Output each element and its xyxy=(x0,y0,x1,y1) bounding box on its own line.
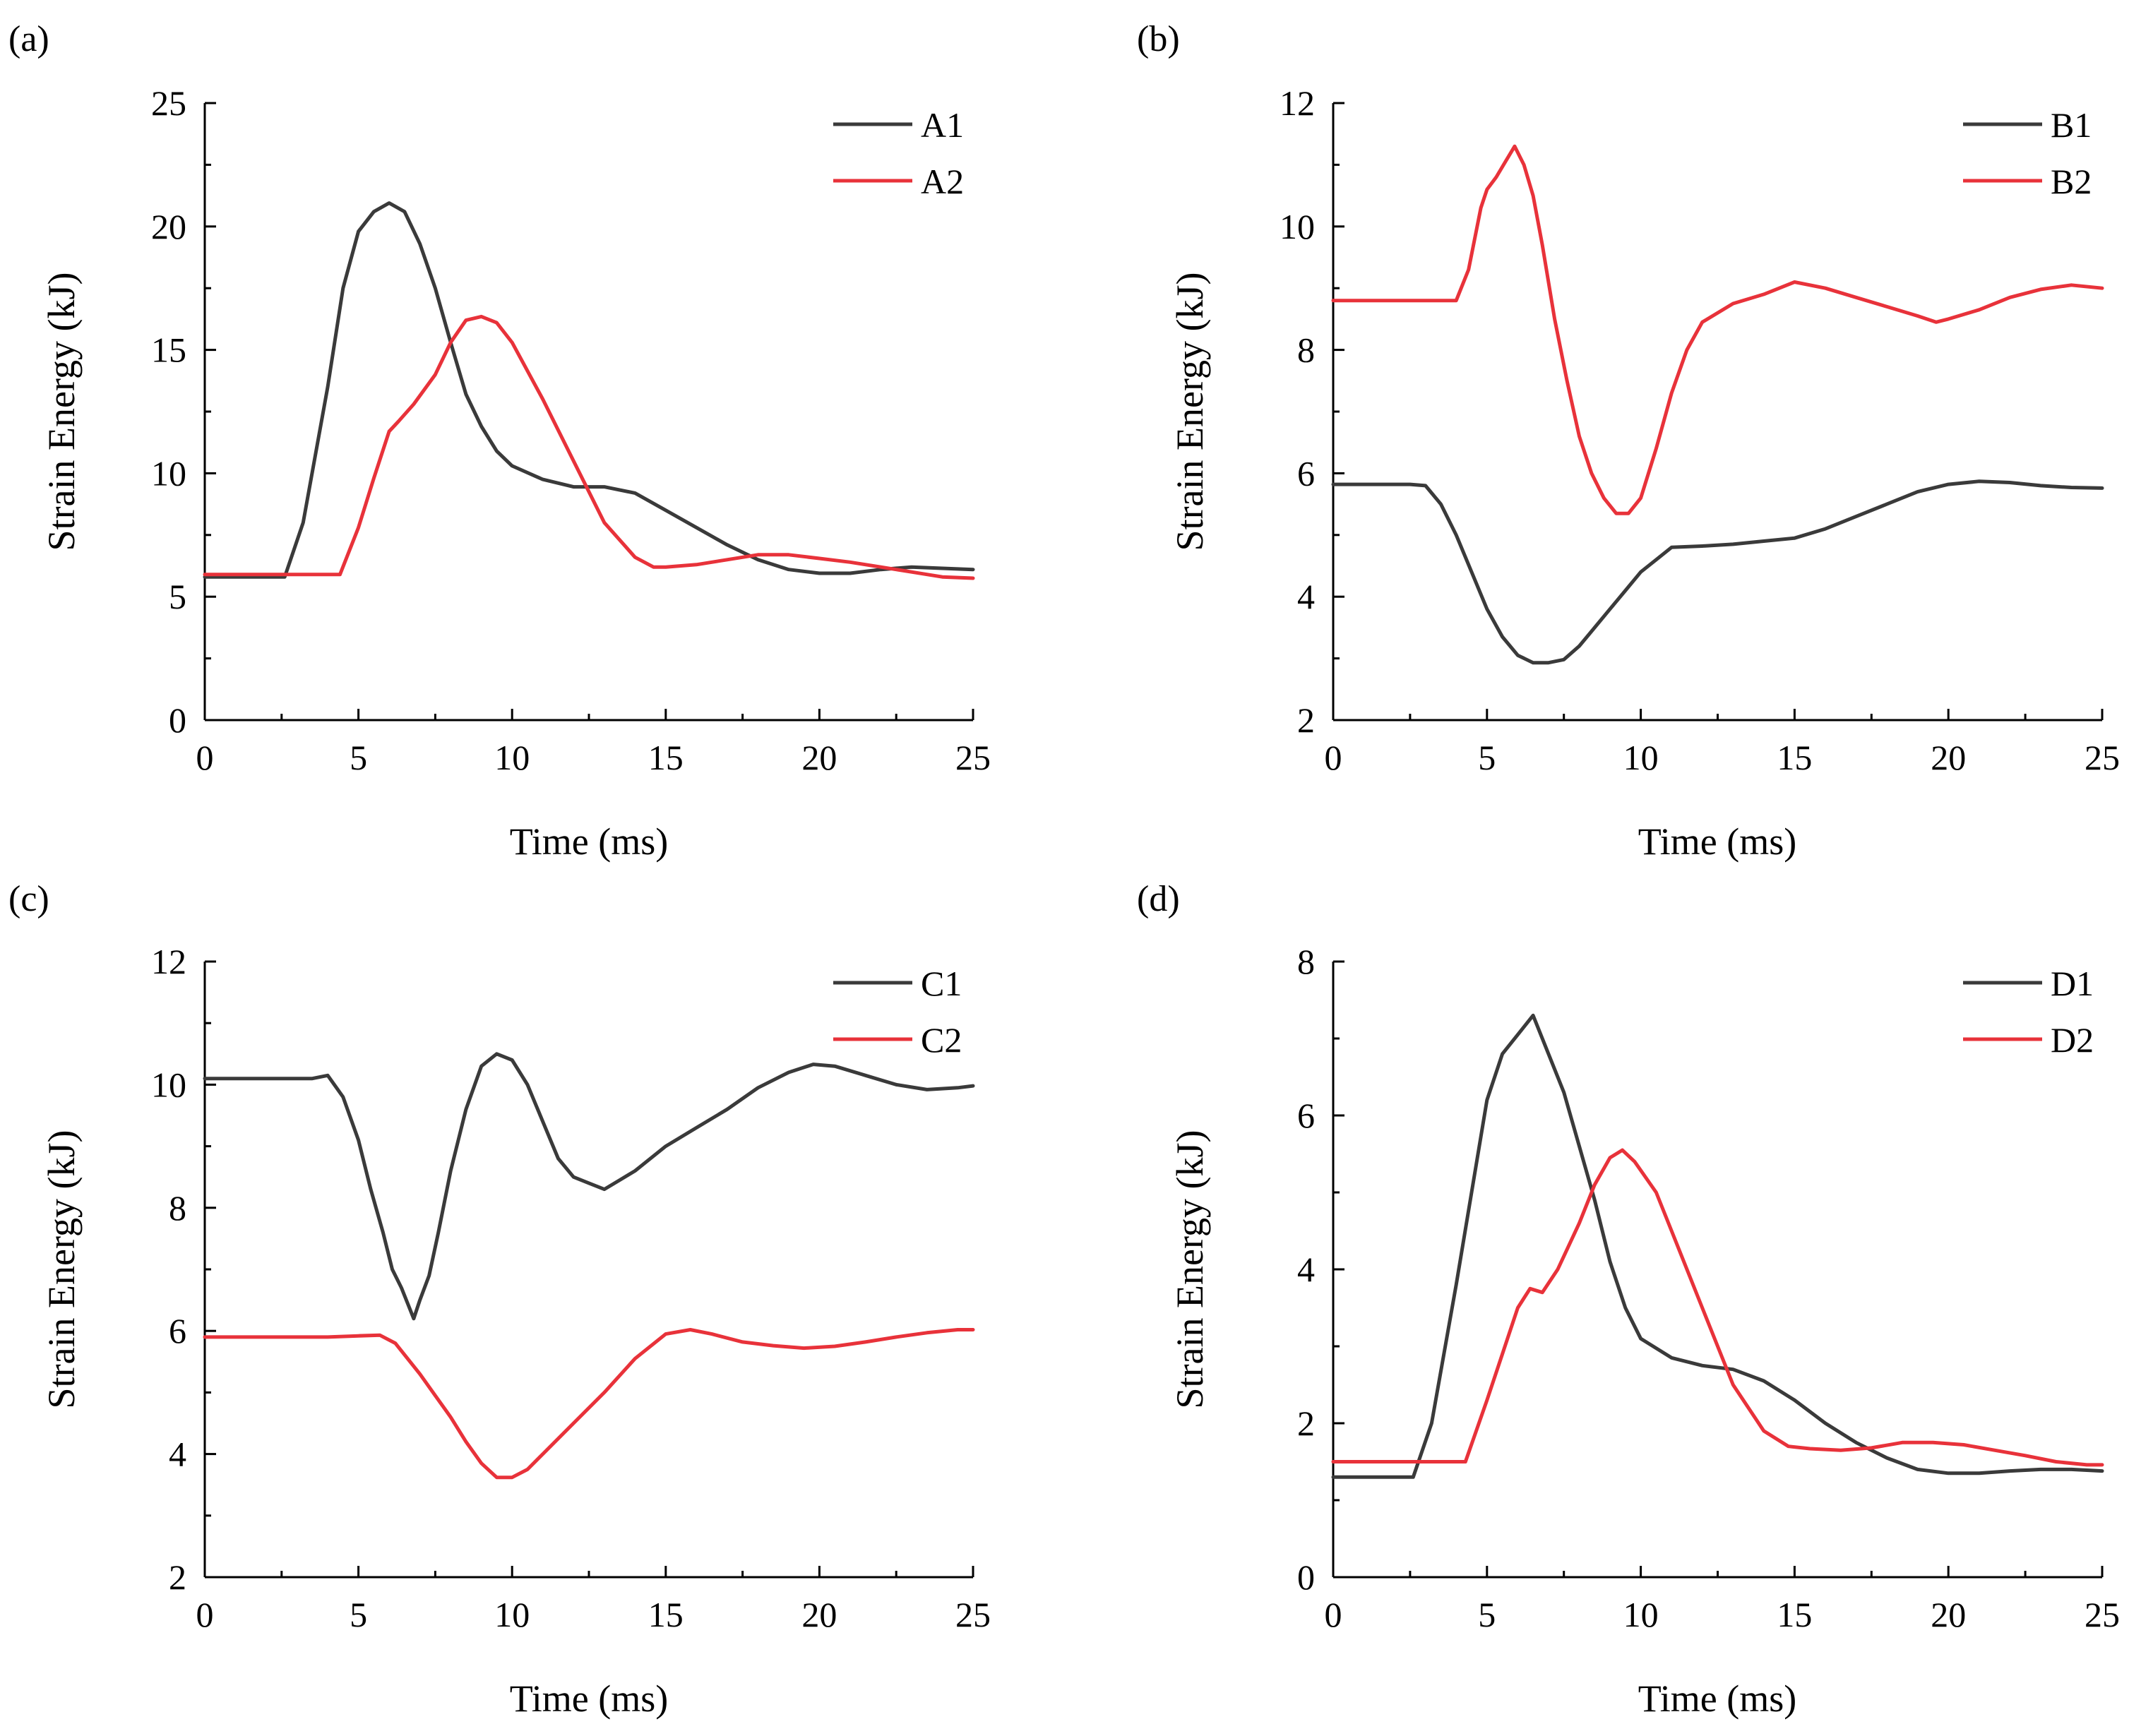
chart-panel-3: (c) 0 5 10 15 20 25 2 4 6 8 10 12 Time (ms) Strain Ene… xyxy=(8,879,991,1720)
y-tick-label: 8 xyxy=(1297,942,1315,981)
y-tick-label: 10 xyxy=(1280,207,1315,246)
x-tick-label: 0 xyxy=(1325,1595,1342,1634)
y-tick-label: 12 xyxy=(151,942,186,981)
chart-panel-1: (a) 0 5 10 15 20 25 0 5 10 15 20 25 Time (ms) Strain E… xyxy=(8,19,991,863)
legend-label-a2: A2 xyxy=(921,162,964,201)
y-tick-label: 4 xyxy=(169,1435,186,1474)
y-tick-label: 4 xyxy=(1297,1250,1315,1289)
x-axis-label: Time (ms) xyxy=(1638,1677,1797,1720)
series-line-a1 xyxy=(203,201,975,579)
y-tick-label: 2 xyxy=(1297,700,1315,740)
x-tick-label: 15 xyxy=(648,1595,684,1634)
x-tick-label: 25 xyxy=(955,738,991,777)
y-axis-label: Strain Energy (kJ) xyxy=(1169,1130,1211,1409)
x-tick-label: 10 xyxy=(1623,1595,1659,1634)
y-tick-label: 2 xyxy=(169,1557,186,1597)
y-tick-label: 12 xyxy=(1280,83,1315,123)
y-tick-label: 0 xyxy=(169,700,186,740)
x-tick-label: 25 xyxy=(2085,1595,2120,1634)
y-tick-label: 10 xyxy=(151,1065,186,1104)
x-tick-label: 0 xyxy=(1325,738,1342,777)
x-tick-label: 25 xyxy=(2085,738,2120,777)
x-tick-label: 15 xyxy=(1777,1595,1812,1634)
x-tick-label: 0 xyxy=(196,738,214,777)
chart-panel-2: (b) 0 5 10 15 20 25 2 4 6 8 10 12 Time (ms) Strain Ene… xyxy=(1137,19,2120,863)
y-tick-label: 4 xyxy=(1297,577,1315,616)
x-tick-label: 10 xyxy=(494,1595,530,1634)
legend-label-d2: D2 xyxy=(2051,1020,2094,1060)
y-tick-label: 6 xyxy=(1297,453,1315,493)
series-line-b1 xyxy=(1331,479,2104,665)
legend-label-b2: B2 xyxy=(2051,162,2092,201)
y-tick-label: 6 xyxy=(169,1311,186,1351)
panel-label: (a) xyxy=(8,19,49,59)
series-line-c1 xyxy=(203,1052,975,1321)
x-axis-label: Time (ms) xyxy=(510,820,669,863)
panel-label: (c) xyxy=(8,879,49,919)
y-axis-label: Strain Energy (kJ) xyxy=(40,273,83,551)
panel-label: (d) xyxy=(1137,879,1180,919)
y-axis-label: Strain Energy (kJ) xyxy=(40,1130,83,1409)
legend-label-a1: A1 xyxy=(921,105,964,145)
x-tick-label: 10 xyxy=(494,738,530,777)
y-tick-label: 10 xyxy=(151,453,186,493)
x-axis-label: Time (ms) xyxy=(510,1677,669,1720)
x-tick-label: 10 xyxy=(1623,738,1659,777)
y-tick-label: 25 xyxy=(151,83,186,123)
series-line-d2 xyxy=(1331,1148,2104,1467)
x-tick-label: 0 xyxy=(196,1595,214,1634)
x-tick-label: 20 xyxy=(801,738,837,777)
x-tick-label: 5 xyxy=(350,738,367,777)
series-line-a2 xyxy=(203,314,975,580)
x-tick-label: 15 xyxy=(648,738,684,777)
series-line-d1 xyxy=(1331,1013,2104,1479)
x-tick-label: 20 xyxy=(801,1595,837,1634)
x-axis-label: Time (ms) xyxy=(1638,820,1797,863)
legend-label-c1: C1 xyxy=(921,964,962,1003)
x-tick-label: 5 xyxy=(350,1595,367,1634)
y-tick-label: 0 xyxy=(1297,1557,1315,1597)
y-tick-label: 20 xyxy=(151,207,186,246)
y-tick-label: 6 xyxy=(1297,1096,1315,1135)
x-tick-label: 5 xyxy=(1478,738,1496,777)
x-tick-label: 20 xyxy=(1931,738,1966,777)
x-tick-label: 5 xyxy=(1478,1595,1496,1634)
y-tick-label: 2 xyxy=(1297,1403,1315,1443)
y-tick-label: 8 xyxy=(169,1188,186,1228)
legend-label-d1: D1 xyxy=(2051,964,2094,1003)
legend-label-c2: C2 xyxy=(921,1020,962,1060)
y-tick-label: 5 xyxy=(169,577,186,616)
series-line-c2 xyxy=(203,1328,975,1480)
series-line-b2 xyxy=(1331,144,2104,515)
x-tick-label: 20 xyxy=(1931,1595,1966,1634)
y-tick-label: 8 xyxy=(1297,330,1315,370)
legend-label-b1: B1 xyxy=(2051,105,2092,145)
chart-panel-4: (d) 0 5 10 15 20 25 0 2 4 6 8 Time (ms) Strain Energy… xyxy=(1137,879,2120,1720)
y-tick-label: 15 xyxy=(151,330,186,370)
y-axis-label: Strain Energy (kJ) xyxy=(1169,273,1211,551)
panel-label: (b) xyxy=(1137,19,1180,59)
x-tick-label: 25 xyxy=(955,1595,991,1634)
x-tick-label: 15 xyxy=(1777,738,1812,777)
